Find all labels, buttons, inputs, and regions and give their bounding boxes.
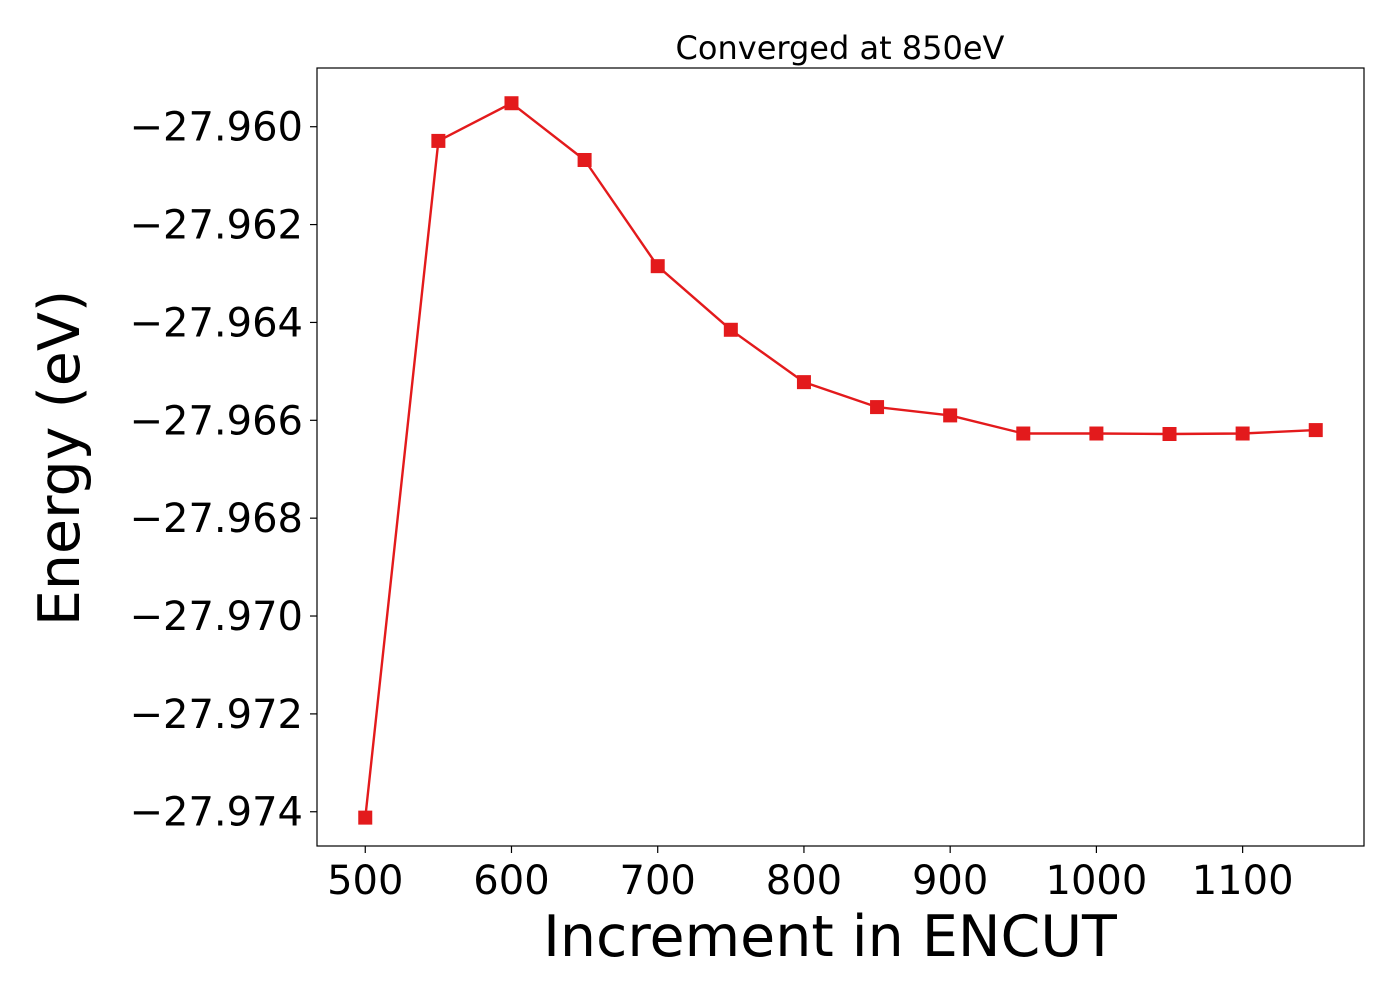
x-tick-label: 500 xyxy=(327,858,403,904)
data-point-marker xyxy=(431,133,446,148)
y-tick-label: −27.964 xyxy=(130,300,303,346)
data-point-marker xyxy=(796,375,811,390)
data-point-marker xyxy=(870,400,885,415)
x-axis-label: Increment in ENCUT xyxy=(543,904,1117,970)
series-line xyxy=(364,101,1316,818)
x-tick-label: 600 xyxy=(473,858,549,904)
data-point-marker xyxy=(1308,423,1323,438)
series-layer xyxy=(358,96,1323,825)
data-point-marker xyxy=(650,259,665,274)
y-tick-label: −27.970 xyxy=(130,594,303,640)
y-tick-label: −27.968 xyxy=(130,496,303,542)
y-tick-label: −27.974 xyxy=(130,790,303,836)
x-axis-ticks: 500 600 700 800 900 1000 1100 xyxy=(327,846,1294,904)
x-tick-label: 800 xyxy=(766,858,842,904)
x-tick-label: 900 xyxy=(912,858,988,904)
data-point-marker xyxy=(358,810,373,825)
data-point-marker xyxy=(1016,426,1031,441)
data-point-marker xyxy=(723,322,738,337)
x-tick-label: 1000 xyxy=(1046,858,1148,904)
data-point-marker xyxy=(504,96,519,111)
plot-area-frame xyxy=(316,67,1365,847)
data-point-marker xyxy=(1235,426,1250,441)
y-tick-label: −27.960 xyxy=(130,105,303,151)
x-tick-label: 700 xyxy=(620,858,696,904)
y-axis-label: Energy (eV) xyxy=(27,290,93,626)
y-tick-label: −27.972 xyxy=(130,692,303,738)
x-tick-label: 1100 xyxy=(1192,858,1294,904)
data-point-marker xyxy=(577,152,592,167)
data-point-marker xyxy=(1089,426,1104,441)
y-axis-ticks: −27.974 −27.972 −27.970 −27.968 −27.966 −27.9… xyxy=(130,105,317,836)
data-point-marker xyxy=(1162,427,1177,442)
y-tick-label: −27.962 xyxy=(130,203,303,249)
y-tick-label: −27.966 xyxy=(130,398,303,444)
data-point-marker xyxy=(943,408,958,423)
chart-title: Converged at 850eV xyxy=(676,29,1005,67)
